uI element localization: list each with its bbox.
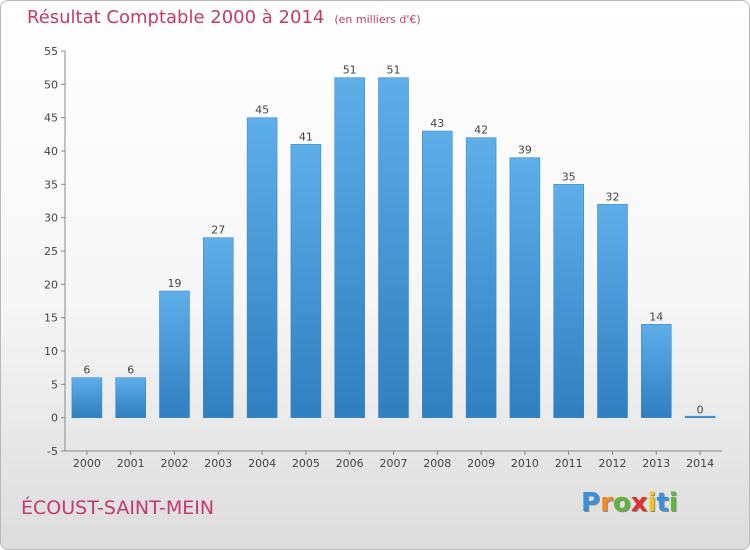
y-tick-label: 55 [44,45,58,58]
x-tick-label: 2006 [336,457,364,470]
chart-title: Résultat Comptable 2000 à 2014 [27,7,325,28]
logo-letter: i [647,488,657,518]
data-label-2009: 42 [474,124,488,137]
y-tick-label: 25 [44,245,58,258]
x-tick-label: 2008 [423,457,451,470]
data-label-2001: 6 [127,364,134,377]
data-label-2002: 19 [168,277,182,290]
data-label-2003: 27 [211,224,225,237]
x-tick-label: 2013 [642,457,670,470]
y-tick-label: 40 [44,145,58,158]
bar-2006 [334,77,365,418]
data-label-2004: 45 [255,104,269,117]
bar-2003 [203,237,234,418]
x-tick-label: 2009 [467,457,495,470]
bar-2002 [159,290,190,418]
data-label-2012: 32 [606,190,620,203]
logo-letter: P [581,488,601,518]
bar-2009 [465,137,497,418]
y-tick-label: 0 [51,412,58,425]
data-label-2005: 41 [299,130,313,143]
bar-2014 [684,415,716,418]
y-tick-label: 45 [44,112,58,125]
bar-2010 [509,157,541,418]
x-tick-label: 2002 [161,457,189,470]
data-label-2000: 6 [83,364,90,377]
logo-letter: o [612,488,631,518]
x-tick-label: 2003 [204,457,232,470]
data-label-2013: 14 [649,310,663,323]
logo-letter: t [656,488,669,518]
logo-letter: r [600,488,613,518]
data-label-2007: 51 [387,64,401,77]
bar-2011 [553,184,584,418]
data-label-2011: 35 [562,170,576,183]
y-tick-label: 15 [44,312,58,325]
y-tick-label: 30 [44,212,58,225]
logo-letter: x [630,488,648,518]
x-tick-label: 2011 [555,457,583,470]
bar-2012 [597,204,628,418]
bar-2007 [378,77,409,418]
bar-2008 [422,130,453,418]
proxiti-logo: Proxiti [581,488,678,518]
y-tick-label: -5 [47,445,58,458]
chart-bars [71,77,716,418]
y-tick-label: 50 [44,78,58,91]
bar-2004 [246,117,278,418]
x-tick-label: 2007 [380,457,408,470]
bar-2001 [115,377,146,418]
data-label-2008: 43 [430,117,444,130]
x-tick-label: 2010 [511,457,539,470]
bar-2000 [71,377,103,418]
data-label-2006: 51 [343,64,357,77]
y-tick-label: 5 [51,378,58,391]
bar-2013 [641,324,672,418]
x-tick-label: 2001 [117,457,145,470]
chart-title-block: Résultat Comptable 2000 à 2014 (en millie… [27,7,421,28]
x-tick-label: 2012 [599,457,627,470]
y-tick-label: 20 [44,278,58,291]
logo-letter: i [668,488,678,518]
y-tick-label: 10 [44,345,58,358]
x-tick-label: 2000 [73,457,101,470]
x-tick-label: 2014 [686,457,714,470]
x-tick-label: 2004 [248,457,276,470]
bar-2005 [290,144,322,418]
x-tick-label: 2005 [292,457,320,470]
data-label-2014: 0 [697,404,704,417]
chart-data-labels: 6 6 19 27 45 41 51 51 43 42 39 35 32 14 0 [83,64,703,417]
data-label-2010: 39 [518,144,532,157]
commune-name: ÉCOUST-SAINT-MEIN [21,497,215,519]
y-tick-label: 35 [44,178,58,191]
chart-subtitle: (en milliers d'€) [334,13,421,26]
